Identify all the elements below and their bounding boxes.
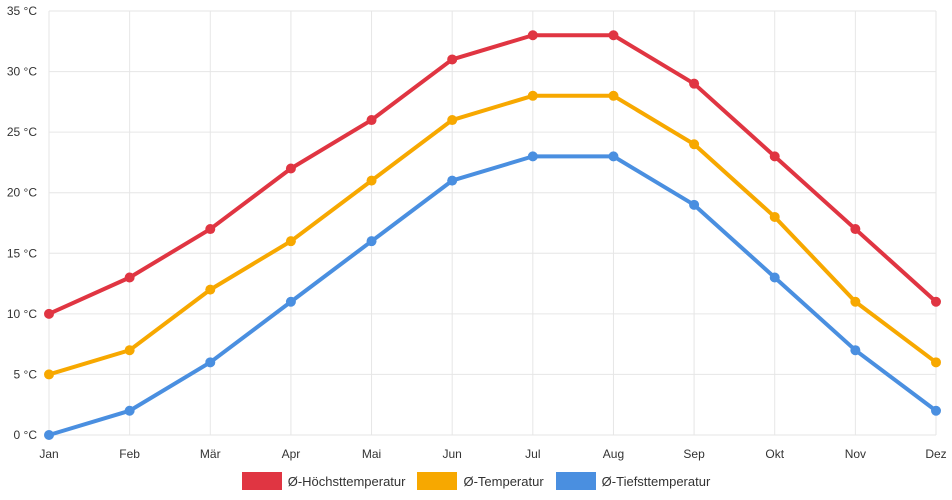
data-point[interactable] bbox=[931, 357, 941, 368]
data-point[interactable] bbox=[447, 54, 458, 65]
x-axis: Jan Feb Mär Apr Mai Jun Jul Aug Sep Okt Nov Dez bbox=[39, 447, 946, 461]
data-point[interactable] bbox=[769, 272, 780, 283]
x-tick-label: Sep bbox=[683, 447, 705, 461]
data-point[interactable] bbox=[689, 199, 700, 210]
data-point[interactable] bbox=[608, 151, 619, 162]
x-tick-label: Feb bbox=[119, 447, 140, 461]
data-point[interactable] bbox=[124, 405, 135, 416]
y-tick-label: 5 °C bbox=[14, 367, 38, 381]
data-point[interactable] bbox=[44, 430, 54, 440]
legend-swatch bbox=[555, 472, 596, 490]
data-point[interactable] bbox=[689, 139, 700, 150]
legend-item-max[interactable]: Ø-Höchsttemperatur bbox=[241, 472, 406, 490]
data-point[interactable] bbox=[44, 308, 54, 319]
y-tick-label: 25 °C bbox=[7, 125, 37, 139]
y-tick-label: 0 °C bbox=[14, 428, 38, 442]
data-point[interactable] bbox=[527, 151, 538, 162]
y-axis: 0 °C 5 °C 10 °C 15 °C 20 °C 25 °C 30 °C 35 °C bbox=[7, 4, 37, 442]
data-point[interactable] bbox=[447, 175, 458, 186]
legend-swatch bbox=[241, 472, 282, 490]
x-tick-label: Jun bbox=[443, 447, 462, 461]
legend-label: Ø-Höchsttemperatur bbox=[287, 473, 406, 489]
legend-item-mean[interactable]: Ø-Temperatur bbox=[417, 472, 544, 490]
chart-canvas: 0 °C 5 °C 10 °C 15 °C 20 °C 25 °C 30 °C 35 °C J… bbox=[7, 4, 947, 461]
data-point[interactable] bbox=[769, 151, 780, 162]
data-point[interactable] bbox=[527, 90, 538, 101]
x-tick-label: Okt bbox=[765, 447, 784, 461]
grid bbox=[48, 10, 937, 436]
legend-label: Ø-Temperatur bbox=[463, 473, 544, 489]
y-tick-label: 10 °C bbox=[7, 307, 37, 321]
x-tick-label: Jul bbox=[525, 447, 540, 461]
x-tick-label: Mai bbox=[362, 447, 381, 461]
x-tick-label: Dez bbox=[925, 447, 946, 461]
data-point[interactable] bbox=[205, 357, 216, 368]
y-tick-label: 35 °C bbox=[7, 4, 37, 18]
series-line bbox=[47, 154, 938, 437]
series-line bbox=[47, 33, 938, 316]
y-tick-label: 30 °C bbox=[7, 65, 37, 79]
data-point[interactable] bbox=[769, 211, 780, 222]
x-tick-label: Aug bbox=[603, 447, 624, 461]
data-point[interactable] bbox=[124, 345, 135, 356]
data-point[interactable] bbox=[850, 296, 861, 307]
x-tick-label: Nov bbox=[845, 447, 866, 461]
series-lines bbox=[44, 30, 941, 440]
data-point[interactable] bbox=[608, 30, 619, 41]
data-point[interactable] bbox=[366, 236, 377, 247]
data-point[interactable] bbox=[124, 272, 135, 283]
series-line bbox=[47, 93, 938, 377]
legend-swatch bbox=[417, 472, 458, 490]
legend-label: Ø-Tiefsttemperatur bbox=[601, 473, 711, 489]
data-point[interactable] bbox=[931, 405, 941, 416]
data-point[interactable] bbox=[850, 345, 861, 356]
data-point[interactable] bbox=[527, 30, 538, 41]
data-point[interactable] bbox=[608, 90, 619, 101]
y-tick-label: 20 °C bbox=[7, 186, 37, 200]
data-point[interactable] bbox=[366, 175, 377, 186]
data-point[interactable] bbox=[850, 224, 861, 235]
data-point[interactable] bbox=[285, 236, 296, 247]
data-point[interactable] bbox=[205, 224, 216, 235]
data-point[interactable] bbox=[205, 284, 216, 295]
x-tick-label: Mär bbox=[200, 447, 221, 461]
legend: Ø-Höchsttemperatur Ø-Temperatur Ø-Tiefst… bbox=[0, 472, 952, 490]
data-point[interactable] bbox=[447, 115, 458, 126]
x-tick-label: Jan bbox=[39, 447, 58, 461]
data-point[interactable] bbox=[366, 115, 377, 126]
data-point[interactable] bbox=[931, 296, 941, 307]
legend-item-min[interactable]: Ø-Tiefsttemperatur bbox=[555, 472, 711, 490]
data-point[interactable] bbox=[689, 78, 700, 89]
data-point[interactable] bbox=[285, 163, 296, 174]
y-tick-label: 15 °C bbox=[7, 246, 37, 260]
data-point[interactable] bbox=[44, 369, 54, 380]
data-point[interactable] bbox=[285, 296, 296, 307]
x-tick-label: Apr bbox=[282, 447, 301, 461]
